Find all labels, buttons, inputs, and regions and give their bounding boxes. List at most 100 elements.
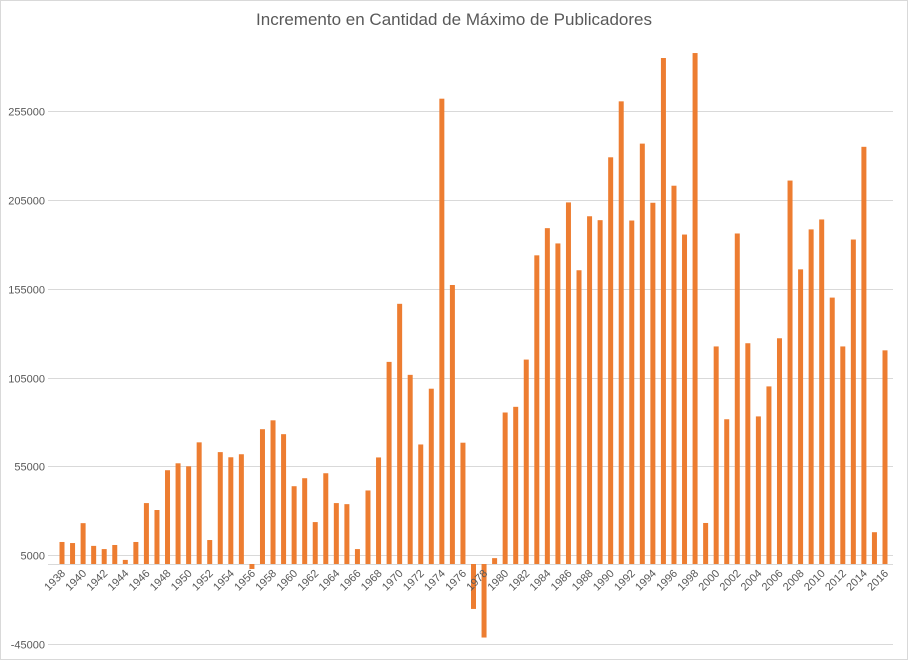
bar-2004 — [755, 416, 761, 564]
y-tick-label: -45000 — [11, 640, 45, 652]
bar-1939 — [70, 543, 76, 564]
bar-1962 — [312, 522, 318, 564]
bar-1991 — [618, 101, 624, 565]
bar-2001 — [724, 419, 730, 564]
y-tick-label: 255000 — [8, 107, 45, 119]
bar-2014 — [861, 146, 867, 564]
x-tick-label: 1970 — [380, 568, 406, 594]
bar-1944 — [122, 559, 128, 564]
bar-1961 — [302, 478, 308, 564]
x-tick-label: 1938 — [42, 568, 68, 594]
x-tick-label: 1964 — [317, 568, 343, 594]
x-tick-label: 1992 — [612, 568, 638, 594]
x-tick-label: 1962 — [296, 568, 322, 594]
bar-1987 — [576, 270, 582, 564]
x-tick-label: 1954 — [211, 568, 237, 594]
x-tick-label: 1956 — [232, 568, 258, 594]
bar-1980 — [502, 412, 508, 564]
x-tick-label: 2006 — [760, 568, 786, 594]
bar-1951 — [196, 442, 202, 564]
bar-1967 — [365, 490, 371, 564]
bar-1942 — [101, 549, 107, 564]
bar-1946 — [143, 503, 149, 564]
bar-2003 — [745, 343, 751, 564]
bar-2008 — [798, 269, 804, 564]
bar-1990 — [608, 157, 614, 564]
x-tick-label: 2010 — [802, 568, 828, 594]
bar-2013 — [850, 239, 856, 565]
bar-1981 — [513, 406, 519, 564]
bar-1956 — [249, 564, 255, 569]
x-tick-label: 1980 — [485, 568, 511, 594]
x-tick-label: 2000 — [697, 568, 723, 594]
bar-1945 — [133, 541, 139, 564]
bar-1958 — [270, 420, 276, 564]
bar-1959 — [281, 434, 287, 564]
bar-1968 — [376, 457, 382, 564]
x-tick-label: 1946 — [127, 568, 153, 594]
bar-1953 — [217, 452, 223, 564]
bar-1979 — [492, 558, 498, 564]
x-tick-label: 1982 — [507, 568, 533, 594]
x-tick-label: 1960 — [274, 568, 300, 594]
bar-1983 — [534, 255, 540, 564]
bar-1997 — [682, 234, 688, 564]
x-tick-label: 1984 — [528, 568, 554, 594]
x-tick-label: 1950 — [169, 568, 195, 594]
x-tick-label: 1972 — [401, 568, 427, 594]
bar-2007 — [787, 180, 793, 565]
bar-1970 — [397, 303, 403, 564]
bar-1950 — [186, 466, 192, 564]
bar-1952 — [207, 540, 213, 564]
bar-1966 — [354, 549, 360, 564]
chart-title: Incremento en Cantidad de Máximo de Publ… — [256, 10, 652, 29]
bar-1969 — [386, 361, 392, 564]
bar-1971 — [407, 374, 413, 564]
bar-1978 — [481, 564, 487, 638]
x-tick-label: 1974 — [422, 568, 448, 594]
bar-1999 — [703, 522, 709, 564]
x-tick-label: 1958 — [253, 568, 279, 594]
x-tick-label: 2012 — [823, 568, 849, 594]
x-tick-label: 1966 — [338, 568, 364, 594]
bar-1988 — [587, 216, 593, 564]
bar-2005 — [766, 386, 772, 564]
y-tick-label: 5000 — [21, 551, 45, 563]
y-tick-label: 55000 — [14, 462, 45, 474]
bar-1974 — [439, 98, 445, 565]
bar-1998 — [692, 53, 698, 564]
bar-1976 — [460, 442, 466, 564]
x-tick-label: 1988 — [570, 568, 596, 594]
y-tick-label: 205000 — [8, 196, 45, 208]
x-tick-label: 1944 — [106, 568, 132, 594]
x-tick-label: 1968 — [359, 568, 385, 594]
bar-2006 — [776, 338, 782, 564]
bar-1947 — [154, 510, 160, 564]
x-tick-label: 1994 — [633, 568, 659, 594]
bar-1977 — [471, 564, 476, 609]
bar-1938 — [59, 541, 65, 564]
x-tick-label: 1952 — [190, 568, 216, 594]
bar-2010 — [819, 219, 825, 564]
bar-1995 — [660, 58, 666, 564]
bar-2000 — [713, 346, 719, 564]
x-tick-label: 1990 — [591, 568, 617, 594]
x-tick-label: 1948 — [148, 568, 174, 594]
bar-1992 — [629, 220, 635, 564]
bar-2011 — [829, 297, 835, 564]
x-tick-label: 2014 — [844, 568, 870, 594]
x-tick-label: 2002 — [718, 568, 744, 594]
bar-1949 — [175, 463, 181, 564]
bar-1941 — [91, 545, 97, 564]
x-tick-label: 1942 — [85, 568, 111, 594]
bar-1965 — [344, 504, 350, 564]
bar-1964 — [333, 503, 339, 564]
x-tick-label: 1996 — [654, 568, 680, 594]
bar-1989 — [597, 220, 603, 565]
bar-1982 — [523, 359, 529, 564]
x-tick-label: 2008 — [781, 568, 807, 594]
bar-2016 — [882, 350, 888, 564]
bar-1975 — [449, 284, 455, 564]
bar-1948 — [165, 470, 171, 564]
